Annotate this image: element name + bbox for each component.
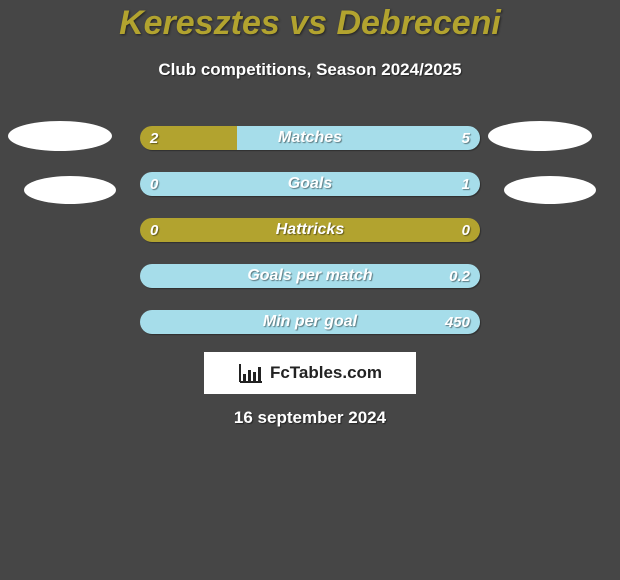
stat-value-left: 0 [150, 218, 158, 242]
footer-date: 16 september 2024 [0, 408, 620, 428]
stat-bar: Goals per match0.2 [140, 264, 480, 288]
comparison-infographic: Keresztes vs Debreceni Club competitions… [0, 0, 620, 580]
stat-value-right: 450 [445, 310, 470, 334]
stat-value-right: 0 [462, 218, 470, 242]
stat-value-right: 5 [462, 126, 470, 150]
right-team-ellipse [488, 121, 592, 151]
chart-icon [238, 362, 264, 384]
left-team-ellipse [8, 121, 112, 151]
stat-bar: Goals0 1 [140, 172, 480, 196]
stat-value-right: 1 [462, 172, 470, 196]
stat-label: Goals per match [140, 264, 480, 288]
stat-value-left: 0 [150, 172, 158, 196]
stat-bar: Matches2 5 [140, 126, 480, 150]
right-team-ellipse [504, 176, 596, 204]
brand-box: FcTables.com [204, 352, 416, 394]
page-title: Keresztes vs Debreceni [0, 4, 620, 43]
left-team-ellipse [24, 176, 116, 204]
stat-label: Goals [140, 172, 480, 196]
stat-bar: Hattricks0 0 [140, 218, 480, 242]
stat-value-right: 0.2 [449, 264, 470, 288]
stat-bar: Min per goal450 [140, 310, 480, 334]
stat-label: Matches [140, 126, 480, 150]
brand-text: FcTables.com [270, 363, 382, 383]
subtitle: Club competitions, Season 2024/2025 [0, 60, 620, 80]
stat-label: Min per goal [140, 310, 480, 334]
stat-value-left: 2 [150, 126, 158, 150]
stat-label: Hattricks [140, 218, 480, 242]
